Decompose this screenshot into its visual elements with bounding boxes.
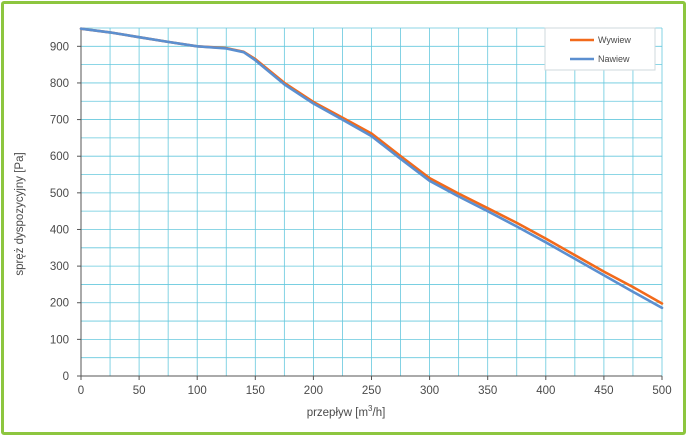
x-tick-label: 0 xyxy=(78,385,84,397)
legend-label-nawiew: Nawiew xyxy=(598,54,630,64)
legend: Wywiew Nawiew xyxy=(544,27,656,71)
tick-labels: 0 50 100 150 200 250 300 350 400 450 500 0 100 200 300… xyxy=(50,41,672,397)
x-axis-title-sup: 3 xyxy=(368,404,373,413)
x-tick-label: 100 xyxy=(188,385,207,397)
x-axis-title: przepływ [m3/h] xyxy=(307,404,386,419)
axes xyxy=(77,28,663,380)
y-tick-label: 700 xyxy=(50,115,69,127)
y-tick-label: 900 xyxy=(50,41,69,53)
x-tick-label: 450 xyxy=(594,385,613,397)
y-tick-label: 500 xyxy=(50,188,69,200)
y-tick-label: 300 xyxy=(50,261,69,273)
x-tick-label: 300 xyxy=(420,385,439,397)
x-tick-label: 200 xyxy=(304,385,323,397)
legend-label-wywiew: Wywiew xyxy=(598,35,631,45)
legend-box xyxy=(544,27,656,71)
y-axis-title: spręż dyspozycyjny [Pa] xyxy=(14,152,26,275)
x-tick-label: 400 xyxy=(536,385,555,397)
y-tick-label: 600 xyxy=(50,151,69,163)
x-tick-label: 50 xyxy=(133,385,146,397)
series-line-nawiew xyxy=(79,27,664,310)
y-tick-label: 0 xyxy=(63,371,69,383)
y-tick-label: 100 xyxy=(50,334,69,346)
y-tick-label: 800 xyxy=(50,78,69,90)
x-tick-label: 500 xyxy=(652,385,671,397)
x-tick-label: 150 xyxy=(246,385,265,397)
y-tick-label: 200 xyxy=(50,298,69,310)
x-tick-label: 250 xyxy=(362,385,381,397)
x-tick-label: 350 xyxy=(478,385,497,397)
x-axis-title-main: przepływ [m xyxy=(307,407,368,419)
series-layer xyxy=(79,27,664,310)
y-tick-label: 400 xyxy=(50,224,69,236)
x-axis-title-end: /h] xyxy=(373,407,386,419)
grid xyxy=(80,27,663,377)
line-chart: 0 50 100 150 200 250 300 350 400 450 500 0 100 200 300… xyxy=(14,27,672,419)
